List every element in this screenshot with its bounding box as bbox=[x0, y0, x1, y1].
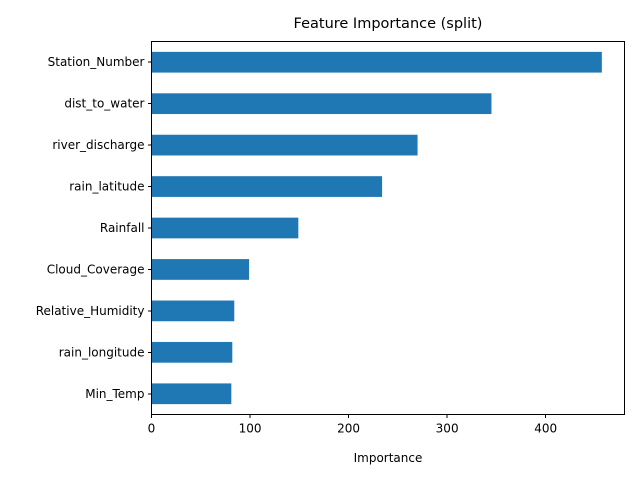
bars-group bbox=[151, 51, 602, 405]
chart-title: Feature Importance (split) bbox=[294, 16, 483, 32]
y-tick-label: Relative_Humidity bbox=[36, 304, 145, 318]
bar-dist-to-water bbox=[151, 93, 492, 115]
x-tick-label: 100 bbox=[239, 422, 262, 436]
y-tick-label: Min_Temp bbox=[85, 387, 144, 401]
y-tick-label: rain_longitude bbox=[59, 345, 145, 359]
plot-frame bbox=[151, 41, 625, 415]
x-tick-label: 400 bbox=[534, 422, 557, 436]
x-axis-ticks: 0 100 200 300 400 bbox=[148, 414, 557, 436]
bar-rain-longitude bbox=[151, 341, 233, 363]
y-axis-ticks: Station_Number dist_to_water river_dischar… bbox=[36, 55, 152, 401]
x-tick-label: 0 bbox=[148, 422, 156, 436]
bar-min-temp bbox=[151, 383, 232, 405]
y-tick-label: rain_latitude bbox=[69, 180, 144, 194]
bar-relative-humidity bbox=[151, 300, 235, 322]
bar-rain-latitude bbox=[151, 176, 383, 197]
x-tick-label: 200 bbox=[337, 422, 360, 436]
y-tick-label: Rainfall bbox=[100, 221, 145, 235]
y-tick-label: river_discharge bbox=[52, 138, 144, 152]
bar-river-discharge bbox=[151, 134, 418, 156]
bar-cloud-coverage bbox=[151, 259, 250, 280]
y-tick-label: dist_to_water bbox=[64, 97, 144, 111]
bar-station-number bbox=[151, 51, 602, 73]
bar-rainfall bbox=[151, 217, 299, 239]
y-tick-label: Station_Number bbox=[48, 55, 145, 69]
x-axis-label: Importance bbox=[354, 451, 423, 465]
y-tick-label: Cloud_Coverage bbox=[47, 262, 145, 276]
x-tick-label: 300 bbox=[436, 422, 459, 436]
